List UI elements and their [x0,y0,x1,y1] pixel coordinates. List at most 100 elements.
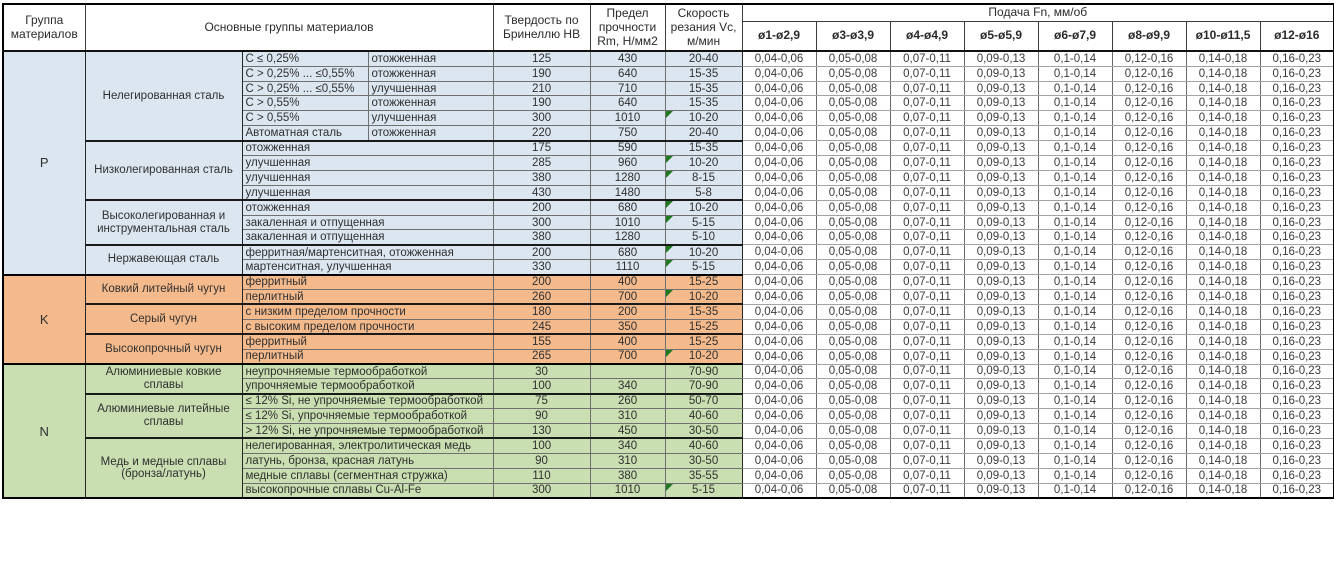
feed-value-cell: 0,14-0,18 [1185,348,1261,365]
feed-value-cell: 0,07-0,11 [889,318,965,335]
condition-cell: отожженная [367,65,494,82]
feed-value-cell: 0,14-0,18 [1185,184,1261,201]
feed-value-cell: 0,05-0,08 [815,184,891,201]
strength-cell: 400 [589,273,666,291]
feed-value-cell: 0,14-0,18 [1185,423,1261,439]
feed-value-cell: 0,09-0,13 [963,95,1039,112]
description-cell: улучшенная [241,155,494,171]
feed-value-cell: 0,14-0,18 [1185,80,1261,97]
description-cell: ≤ 12% Si, упрочняемые термообработкой [241,408,494,425]
feed-value-cell: 0,14-0,18 [1185,50,1261,67]
feed-value-cell: 0,09-0,13 [963,303,1039,320]
feed-value-cell: 0,1-0,14 [1037,125,1113,142]
feed-value-cell: 0,07-0,11 [889,214,965,231]
feed-value-cell: 0,05-0,08 [815,393,891,410]
feed-value-cell: 0,04-0,06 [741,110,817,127]
feed-value-cell: 0,05-0,08 [815,378,891,395]
feed-value-cell: 0,05-0,08 [815,65,891,82]
feed-value-cell: 0,04-0,06 [741,393,817,410]
feed-value-cell: 0,12-0,16 [1111,155,1187,171]
table-header: Группа материалов Основные группы матери… [2,3,1334,53]
cutting-speed-cell: 15-25 [664,318,743,335]
table-row: улучшенная 380 1280 8-15 0,04-0,06 0,05-0,08 0… [3,169,1334,186]
description-cell: закаленная и отпущенная [241,214,494,231]
condition-cell: улучшенная [367,110,494,127]
feed-value-cell: 0,1-0,14 [1037,155,1113,171]
feed-value-cell: 0,1-0,14 [1037,437,1113,454]
feed-value-cell: 0,1-0,14 [1037,244,1113,261]
feed-value-cell: 0,12-0,16 [1111,229,1187,246]
feed-value-cell: 0,07-0,11 [889,199,965,216]
feed-value-cell: 0,07-0,11 [889,50,965,67]
cutting-speed-cell: 10-20 [664,199,743,216]
hardness-cell: 125 [492,50,591,67]
hardness-cell: 100 [492,378,591,395]
feed-value-cell: 0,12-0,16 [1111,140,1187,157]
strength-cell: 700 [589,348,666,365]
criteria-cell: C > 0,55% [241,95,369,112]
header-diameter-col: ø3-ø3,9 [815,20,891,53]
criteria-cell: C > 0,25% ... ≤0,55% [241,65,369,82]
feed-value-cell: 0,09-0,13 [963,125,1039,142]
header-tensile-strength: Предел прочности Rm, Н/мм2 [589,3,666,53]
strength-cell: 430 [589,50,666,67]
feed-value-cell: 0,16-0,23 [1259,393,1334,410]
header-diameter-col: ø12-ø16 [1259,20,1334,53]
description-cell: перлитный [241,348,494,365]
strength-cell: 450 [589,423,666,439]
subgroup-label-cell: Медь и медные сплавы (бронза/латунь) [84,437,243,499]
feed-value-cell: 0,16-0,23 [1259,199,1334,216]
feed-value-cell: 0,07-0,11 [889,393,965,410]
cutting-speed-cell: 5-15 [664,214,743,231]
feed-value-cell: 0,16-0,23 [1259,303,1334,320]
feed-value-cell: 0,07-0,11 [889,274,965,291]
strength-cell: 340 [589,437,666,454]
feed-value-cell: 0,05-0,08 [815,482,891,499]
feed-value-cell: 0,09-0,13 [963,274,1039,291]
feed-value-cell: 0,05-0,08 [815,95,891,112]
feed-value-cell: 0,09-0,13 [963,452,1039,469]
feed-value-cell: 0,04-0,06 [741,333,817,350]
feed-value-cell: 0,05-0,08 [815,274,891,291]
cutting-speed-cell: 40-60 [664,437,743,454]
feed-value-cell: 0,05-0,08 [815,303,891,320]
description-cell: ферритный [241,273,494,291]
feed-value-cell: 0,14-0,18 [1185,169,1261,186]
feed-value-cell: 0,09-0,13 [963,363,1039,380]
feed-value-cell: 0,04-0,06 [741,363,817,380]
hardness-cell: 210 [492,80,591,97]
feed-value-cell: 0,16-0,23 [1259,437,1334,454]
strength-cell: 400 [589,333,666,350]
hardness-cell: 90 [492,452,591,469]
feed-value-cell: 0,07-0,11 [889,408,965,425]
subgroup-label-cell: Высокопрочный чугун [84,333,243,365]
hardness-cell: 300 [492,482,591,499]
strength-cell: 700 [589,289,666,305]
feed-value-cell: 0,16-0,23 [1259,125,1334,142]
feed-value-cell: 0,04-0,06 [741,125,817,142]
feed-value-cell: 0,07-0,11 [889,437,965,454]
feed-value-cell: 0,05-0,08 [815,214,891,231]
feed-value-cell: 0,04-0,06 [741,50,817,67]
header-diameter-col: ø5-ø5,9 [963,20,1039,53]
feed-value-cell: 0,04-0,06 [741,229,817,246]
table-row: Серый чугун с низким пределом прочности 18… [3,303,1334,335]
feed-value-cell: 0,04-0,06 [741,423,817,439]
hardness-cell: 180 [492,303,591,320]
feed-value-cell: 0,09-0,13 [963,244,1039,261]
feed-value-cell: 0,14-0,18 [1185,125,1261,142]
subgroup-label-cell: Серый чугун [84,303,243,335]
strength-cell: 1010 [589,110,666,127]
feed-value-cell: 0,14-0,18 [1185,65,1261,82]
description-cell: с высоким пределом прочности [241,318,494,335]
description-cell: закаленная и отпущенная [241,229,494,246]
diameter-header-row: ø1-ø2,9 ø3-ø3,9 ø4-ø4,9 ø5-ø5,9 ø6-ø7,9 ø8-ø9… [3,20,1334,53]
feed-value-cell: 0,12-0,16 [1111,467,1187,484]
hardness-cell: 380 [492,169,591,186]
feed-value-cell: 0,14-0,18 [1185,333,1261,350]
criteria-cell: C > 0,55% [241,110,369,127]
feed-value-cell: 0,14-0,18 [1185,378,1261,395]
feed-value-cell: 0,16-0,23 [1259,155,1334,171]
feed-value-cell: 0,05-0,08 [815,50,891,67]
strength-cell: 1280 [589,229,666,246]
